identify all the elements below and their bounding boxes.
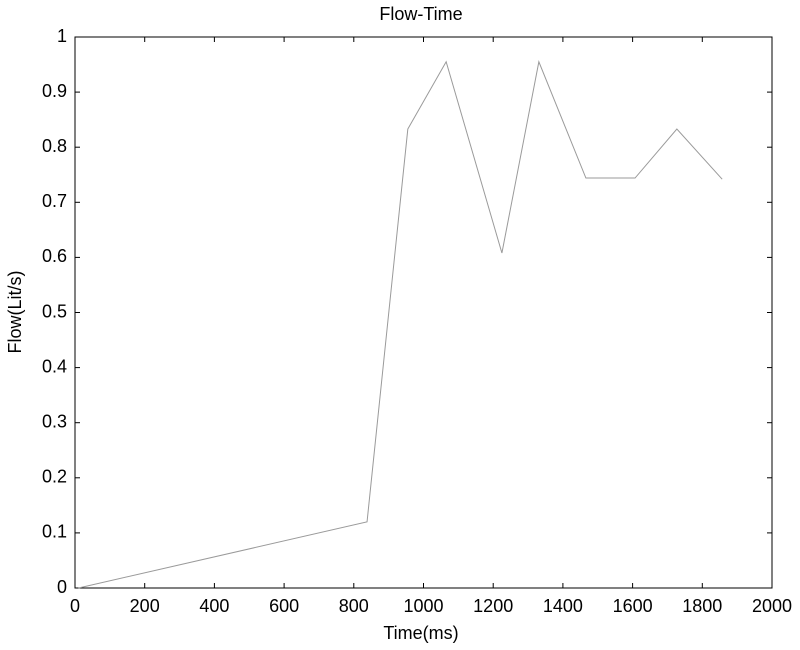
- x-tick-label: 200: [130, 596, 160, 616]
- y-tick-label: 0.8: [42, 136, 67, 156]
- x-tick-label: 600: [269, 596, 299, 616]
- x-tick-label: 1200: [473, 596, 513, 616]
- x-tick-label: 2000: [752, 596, 792, 616]
- plot-box: [74, 36, 773, 589]
- y-tick-label: 0.1: [42, 522, 67, 542]
- y-tick-label: 1: [57, 26, 67, 46]
- y-tick-label: 0.9: [42, 81, 67, 101]
- y-tick-label: 0.4: [42, 356, 67, 376]
- x-tick-label: 400: [199, 596, 229, 616]
- x-tick-label: 800: [339, 596, 369, 616]
- y-tick-label: 0.3: [42, 411, 67, 431]
- x-axis-label: Time(ms): [383, 623, 458, 643]
- y-tick-label: 0.7: [42, 191, 67, 211]
- y-axis-label: Flow(Lit/s): [5, 270, 25, 353]
- x-tick-label: 1800: [682, 596, 722, 616]
- x-tick-label: 1000: [403, 596, 443, 616]
- line: [78, 60, 723, 589]
- y-tick-label: 0: [57, 577, 67, 597]
- y-tick-label: 0.2: [42, 467, 67, 487]
- y-tick-label: 0.5: [42, 301, 67, 321]
- x-tick-label: 1400: [543, 596, 583, 616]
- chart-title: Flow-Time: [379, 4, 462, 24]
- x-tick-label: 0: [70, 596, 80, 616]
- x-tick-label: 1600: [613, 596, 653, 616]
- y-tick-label: 0.6: [42, 246, 67, 266]
